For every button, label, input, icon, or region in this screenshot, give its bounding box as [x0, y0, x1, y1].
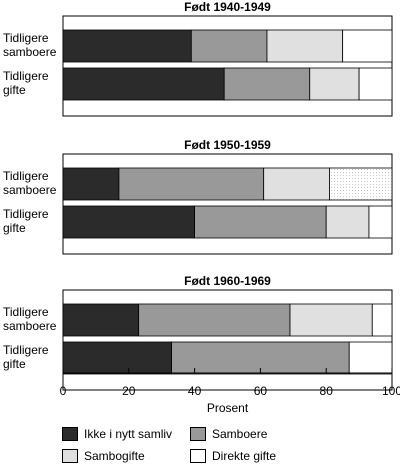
row-label-line: samboere — [3, 45, 57, 59]
x-tick-label: 60 — [254, 384, 268, 398]
legend-label: Ikke i nytt samliv — [84, 427, 173, 441]
legend-label: Samboere — [212, 427, 268, 441]
row-label: Tidligere gifte — [3, 207, 49, 235]
row-label: Tidligere samboere — [3, 31, 57, 59]
bar-segment-direkte-gifte — [358, 67, 393, 101]
bar-segment-sambogifte — [263, 167, 330, 201]
row-label-line: Tidligere — [3, 343, 49, 357]
row-label-line: Tidligere — [3, 207, 49, 221]
x-axis-label: Prosent — [207, 401, 249, 415]
legend-item-ikke-i-nytt-samliv: Ikke i nytt samliv — [62, 426, 172, 442]
x-tick-label: 20 — [122, 384, 136, 398]
bar-segment-ikke-i-nytt-samliv — [62, 303, 140, 337]
row-label-line: gifte — [3, 83, 26, 97]
bar-segment-sambogifte — [266, 29, 344, 63]
legend-swatch — [62, 449, 78, 463]
row-label-line: Tidligere — [3, 169, 49, 183]
bar-segment-ikke-i-nytt-samliv — [62, 167, 120, 201]
panel-title: Født 1940-1949 — [184, 0, 271, 14]
bar-segment-samboere — [223, 67, 311, 101]
bar-segment-sambogifte — [309, 67, 360, 101]
bar-segment-samboere — [190, 29, 268, 63]
bar-segment-samboere — [194, 205, 327, 239]
row-label-line: Tidligere — [3, 305, 49, 319]
row-label-line: gifte — [3, 221, 26, 235]
row-label: Tidligere samboere — [3, 169, 57, 197]
legend-item-direkte-gifte: Direkte gifte — [190, 448, 276, 464]
bar-segment-direkte-gifte — [348, 341, 393, 375]
bar-segment-sambogifte — [289, 303, 373, 337]
legend-label: Direkte gifte — [212, 449, 277, 463]
row-label-line: gifte — [3, 357, 26, 371]
row-label: Tidligere gifte — [3, 69, 49, 97]
legend-item-samboere: Samboere — [190, 426, 267, 442]
bar-segment-ikke-i-nytt-samliv — [62, 341, 172, 375]
legend-swatch — [190, 449, 206, 463]
legend-item-sambogifte: Sambogifte — [62, 448, 145, 464]
bar-segment-direkte-gifte — [342, 29, 393, 63]
row-label: Tidligere samboere — [3, 305, 57, 333]
row-label-line: samboere — [3, 183, 57, 197]
bar-segment-sambogifte — [325, 205, 370, 239]
panel-title: Født 1950-1959 — [184, 138, 271, 152]
legend: Ikke i nytt samliv Samboere Sambogifte Dire… — [62, 426, 392, 466]
bar-segment-ikke-i-nytt-samliv — [62, 29, 192, 63]
legend-swatch — [62, 427, 78, 441]
row-label-line: Tidligere — [3, 31, 49, 45]
bar-segment-samboere — [118, 167, 265, 201]
x-tick-label: 80 — [320, 384, 334, 398]
bar-segment-samboere — [138, 303, 291, 337]
bar-segment-ikke-i-nytt-samliv — [62, 205, 196, 239]
row-label: Tidligere gifte — [3, 343, 49, 371]
x-tick-label: 0 — [60, 384, 67, 398]
bar-segment-direkte-gifte — [329, 167, 393, 201]
row-label-line: samboere — [3, 319, 57, 333]
legend-swatch — [190, 427, 206, 441]
bar-segment-direkte-gifte — [368, 205, 393, 239]
bar-segment-direkte-gifte — [371, 303, 393, 337]
x-tick-label: 100 — [382, 384, 400, 398]
row-label-line: Tidligere — [3, 69, 49, 83]
bar-segment-ikke-i-nytt-samliv — [62, 67, 225, 101]
panel-title: Født 1960-1969 — [184, 274, 271, 288]
legend-label: Sambogifte — [84, 449, 145, 463]
x-tick-label: 40 — [188, 384, 202, 398]
